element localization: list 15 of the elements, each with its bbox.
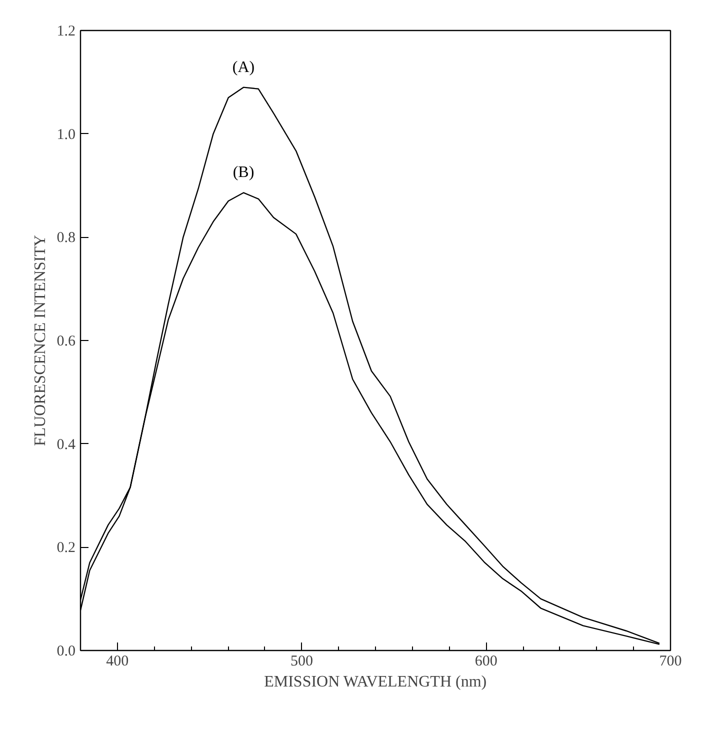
y-tick-label: 0.0 bbox=[56, 644, 76, 660]
y-tick-label: 0.4 bbox=[56, 436, 76, 453]
x-tick-label: 600 bbox=[474, 654, 498, 670]
series-label: (A) bbox=[232, 58, 255, 76]
x-tick-label: 700 bbox=[659, 654, 682, 670]
x-tick-label: 500 bbox=[290, 654, 313, 670]
x-axis-title: EMISSION WAVELENGTH (nm) bbox=[264, 674, 487, 690]
y-tick-label: 1.2 bbox=[56, 24, 76, 40]
y-tick-label: 0.2 bbox=[56, 540, 76, 556]
y-tick-label: 0.6 bbox=[56, 334, 76, 350]
series-label: (B) bbox=[232, 164, 254, 182]
y-tick-label: 1.0 bbox=[56, 126, 76, 143]
y-tick-label: 0.8 bbox=[56, 230, 76, 246]
x-tick-label: 400 bbox=[106, 654, 129, 670]
y-axis-title: FLUORESCENCE INTENSITY bbox=[32, 234, 49, 446]
